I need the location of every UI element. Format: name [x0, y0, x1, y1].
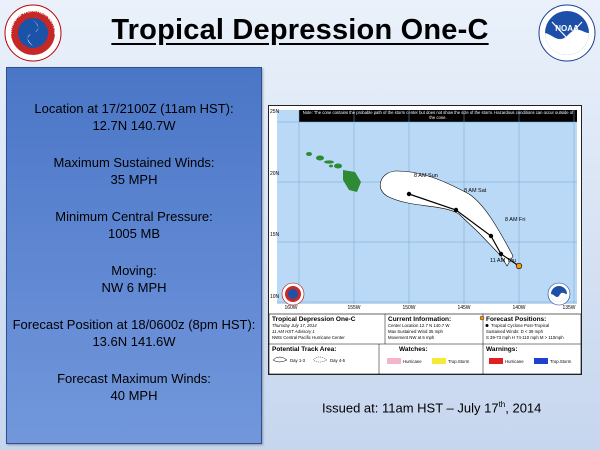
track-label: 8 AM Sun — [414, 173, 438, 179]
forecast-point — [498, 251, 504, 257]
forecast-point — [406, 191, 412, 197]
track-point-labels: 11 AM Thu 8 AM Fri 8 AM Sat 8 AM Sun — [414, 173, 525, 264]
svg-text:NOAA: NOAA — [555, 24, 579, 33]
winds-value: 35 MPH — [110, 172, 158, 187]
lon-label: 145W — [457, 305, 470, 311]
legend-date: Thursday July 17, 2014 — [272, 323, 317, 328]
forecast-block: Forecast Position at 18/0600z (8pm HST):… — [7, 316, 261, 350]
info-panel: Location at 17/2100Z (11am HST): 12.7N 1… — [6, 67, 262, 444]
legend-center: NWS Central Pacific Hurricane Center — [272, 335, 345, 340]
lon-label: 160W — [284, 305, 297, 311]
legend-current-title: Current Information: — [388, 316, 451, 323]
legend-storm-name: Tropical Depression One-C — [272, 316, 356, 323]
pressure-block: Minimum Central Pressure: 1005 MB — [7, 208, 261, 242]
note-banner — [299, 110, 577, 122]
lat-label: 20N — [270, 171, 280, 177]
lon-label: 150W — [402, 305, 415, 311]
legend-forecast-winds: Sustained Winds: D < 39 mph — [486, 329, 544, 334]
legend-warn-ts: Trop.Storm — [550, 359, 572, 364]
track-label: 11 AM Thu — [490, 258, 516, 264]
forecast-label: Forecast Position at 18/0600z (8pm HST): — [12, 317, 256, 332]
map-noaa-logo — [547, 282, 571, 306]
winds-label: Maximum Sustained Winds: — [53, 155, 215, 170]
hawaiian-islands — [306, 152, 361, 192]
lat-labels: 25N 20N 15N 10N — [270, 109, 280, 300]
forecast-point — [488, 233, 494, 239]
track-label: 8 AM Sat — [464, 188, 487, 194]
lon-label: 140W — [512, 305, 525, 311]
lat-label: 25N — [270, 109, 280, 115]
legend-warnings-title: Warnings: — [486, 346, 518, 353]
watch-hurricane-swatch — [387, 358, 401, 364]
issued-text: Issued at: 11am HST – July 17th, 2014 — [322, 400, 542, 416]
location-label: Location at 17/2100Z (11am HST): — [34, 101, 234, 116]
moving-value: NW 6 MPH — [101, 280, 167, 295]
track-label: 8 AM Fri — [505, 217, 525, 223]
forecast-max-value: 40 MPH — [110, 388, 158, 403]
legend-forecast-title: Forecast Positions: — [486, 316, 546, 323]
winds-block: Maximum Sustained Winds: 35 MPH — [7, 154, 261, 188]
legend-day45: Day 4-5 — [330, 358, 346, 363]
legend-current-winds: Max Sustained Wind 35 mph — [388, 329, 444, 334]
ocean-area — [277, 110, 577, 304]
noaa-logo: NOAA — [538, 4, 596, 62]
legend-advisory: 11 AM HST Advisory 1 — [272, 329, 315, 334]
nws-logo: NATIONAL WEATHER SERVICE — [4, 4, 62, 62]
legend-forecast-types: Tropical Cyclone Post-Tropical — [491, 323, 549, 328]
lon-label: 155W — [347, 305, 360, 311]
pressure-label: Minimum Central Pressure: — [55, 209, 213, 224]
legend-center-marker — [479, 315, 485, 321]
legend-day13: Day 1-3 — [290, 358, 306, 363]
moving-label: Moving: — [111, 263, 157, 278]
cone-note: Note: The cone contains the probable pat… — [302, 110, 574, 120]
lat-label: 10N — [270, 294, 280, 300]
legend-current-center: Center Location 12.7 N 140.7 W — [388, 323, 450, 328]
forecast-point — [453, 207, 459, 213]
legend-track-area-title: Potential Track Area: — [272, 346, 336, 353]
page-title: Tropical Depression One-C — [111, 14, 489, 46]
legend-watch-ts: Trop.Storm — [448, 359, 470, 364]
lon-label: 135W — [562, 305, 575, 311]
lat-label: 15N — [270, 232, 280, 238]
track-cone — [379, 170, 514, 267]
forecast-value: 13.6N 141.6W — [92, 334, 176, 349]
legend-watch-hurricane: Hurricane — [403, 359, 422, 364]
warn-ts-swatch — [534, 358, 548, 364]
forecast-track-map: Note: The cone contains the probable pat… — [268, 105, 582, 375]
pressure-value: 1005 MB — [107, 226, 161, 241]
location-value: 12.7N 140.7W — [92, 118, 176, 133]
legend-forecast-scale: S 39-73 mph H 74-110 mph M > 110mph — [486, 335, 564, 340]
legend-warn-hurricane: Hurricane — [505, 359, 524, 364]
warn-hurricane-swatch — [489, 358, 503, 364]
map-nws-logo — [281, 282, 305, 306]
current-position-marker — [515, 262, 523, 270]
moving-block: Moving: NW 6 MPH — [7, 262, 261, 296]
legend-watches-title: Watches: — [399, 346, 428, 353]
forecast-max-label: Forecast Maximum Winds: — [57, 371, 211, 386]
watch-ts-swatch — [432, 358, 446, 364]
lon-labels: 160W 155W 150W 145W 140W 135W — [284, 305, 575, 311]
forecast-max-block: Forecast Maximum Winds: 40 MPH — [7, 370, 261, 404]
legend-current-movement: Movement NW at 6 mph — [388, 335, 435, 340]
location-block: Location at 17/2100Z (11am HST): 12.7N 1… — [7, 100, 261, 134]
